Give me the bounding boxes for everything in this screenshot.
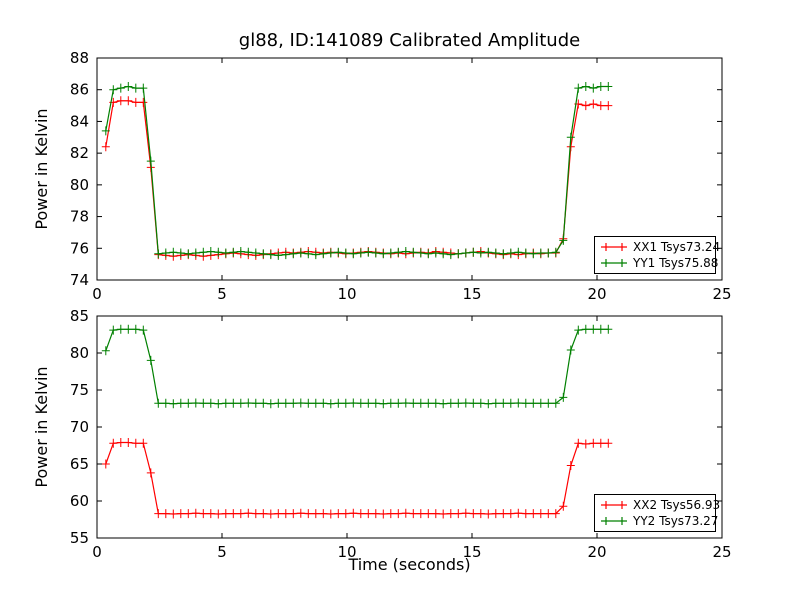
y-tick-label: 75 — [70, 381, 89, 399]
legend-entry: XX1 Tsys73.24 — [599, 239, 720, 255]
y-tick-label: 76 — [70, 239, 89, 257]
x-tick-label: 20 — [587, 285, 606, 303]
series-markers-1-1 — [101, 324, 613, 409]
x-tick-label: 10 — [337, 285, 356, 303]
x-tick-label: 20 — [587, 543, 606, 561]
legend-entry: YY2 Tsys73.27 — [599, 513, 718, 529]
series-markers-1-0 — [101, 438, 613, 519]
legend-key-line-icon — [601, 501, 627, 509]
series-line-0-1 — [105, 85, 609, 257]
chart-title: gl88, ID:141089 Calibrated Amplitude — [238, 30, 581, 51]
y-tick-label: 88 — [70, 49, 89, 67]
y-tick-label: 80 — [70, 176, 89, 194]
legend-label: YY1 Tsys75.88 — [633, 256, 719, 270]
y-tick-label: 84 — [70, 112, 89, 130]
y-tick-label: 80 — [70, 344, 89, 362]
x-tick-label: 5 — [217, 285, 227, 303]
y-tick-label: 65 — [70, 455, 89, 473]
series-markers-0-0 — [101, 96, 613, 261]
y-tick-label: 86 — [70, 81, 89, 99]
y-tick-label: 78 — [70, 208, 89, 226]
series-line-0-0 — [105, 100, 609, 257]
series-markers-0-1 — [101, 82, 613, 260]
x-tick-label: 10 — [337, 543, 356, 561]
x-tick-label: 25 — [712, 543, 731, 561]
x-tick-label: 25 — [712, 285, 731, 303]
y-tick-label: 85 — [70, 307, 89, 325]
series-line-1-1 — [105, 328, 609, 405]
x-tick-label: 15 — [462, 543, 481, 561]
legend-top: XX1 Tsys73.24 YY1 Tsys75.88 — [594, 236, 720, 274]
series-line-1-0 — [105, 441, 609, 515]
x-tick-label: 15 — [462, 285, 481, 303]
x-axis-label: Time (seconds) — [348, 555, 471, 574]
y-tick-label: 74 — [70, 271, 89, 289]
legend-label: XX2 Tsys56.93 — [633, 498, 721, 512]
y-tick-label: 70 — [70, 418, 89, 436]
y-axis-label-bottom: Power in Kelvin — [32, 366, 51, 488]
x-tick-label: 0 — [92, 543, 102, 561]
y-tick-label: 60 — [70, 492, 89, 510]
legend-key-line-icon — [601, 517, 627, 525]
legend-bottom: XX2 Tsys56.93 YY2 Tsys73.27 — [594, 494, 720, 532]
y-tick-label: 55 — [70, 529, 89, 547]
legend-label: YY2 Tsys73.27 — [633, 514, 719, 528]
legend-key-line-icon — [601, 243, 627, 251]
y-tick-label: 82 — [70, 144, 89, 162]
plot-frame-0 — [96, 57, 723, 281]
legend-entry: XX2 Tsys56.93 — [599, 497, 720, 513]
legend-entry: YY1 Tsys75.88 — [599, 255, 718, 271]
x-tick-label: 5 — [217, 543, 227, 561]
legend-key-line-icon — [601, 259, 627, 267]
legend-label: XX1 Tsys73.24 — [633, 240, 721, 254]
y-axis-label-top: Power in Kelvin — [32, 108, 51, 230]
x-tick-label: 0 — [92, 285, 102, 303]
